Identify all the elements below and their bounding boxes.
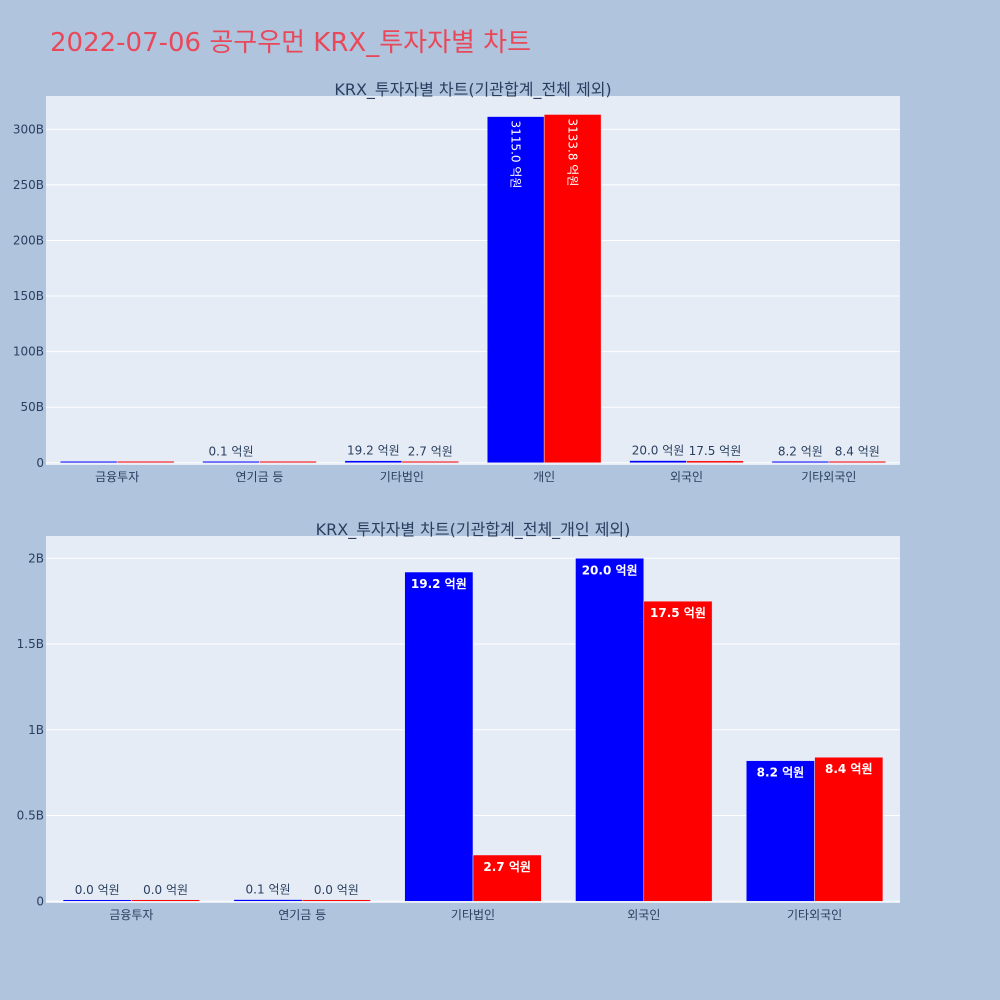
chart2-data-label: 0.1 억원 [246, 883, 291, 897]
chart2-data-label: 2.7 억원 [483, 860, 531, 874]
chart-main-title: 2022-07-06 공구우먼 KRX_투자자별 차트 [50, 28, 532, 58]
chart1-bar [771, 461, 830, 464]
chart1-x-tick-label: 연기금 등 [236, 470, 284, 484]
chart2-y-tick-label: 2B [28, 551, 44, 565]
chart1-data-label: 2.7 억원 [408, 444, 453, 458]
chart2-data-label: 8.2 억원 [757, 766, 805, 780]
chart2-x-tick-label: 기타외국인 [787, 908, 842, 922]
chart1-bar [629, 460, 687, 464]
chart1-bar [116, 461, 175, 464]
chart2-x-tick-label: 기타법인 [451, 908, 495, 922]
chart2-x-tick-label: 외국인 [627, 908, 660, 922]
chart1-bar [344, 460, 403, 464]
chart1-x-tick-label: 외국인 [670, 470, 703, 484]
chart1-x-tick-label: 개인 [533, 470, 555, 484]
chart2-y-tick-label: 1.5B [17, 637, 44, 651]
chart1-data-label: 8.2 억원 [778, 444, 823, 458]
chart1-bar [202, 461, 260, 464]
chart1-bar [401, 461, 460, 464]
chart2-bar [575, 558, 645, 902]
chart2-data-label: 8.4 억원 [825, 762, 873, 776]
chart2-bar [472, 854, 542, 902]
chart1-bar [543, 114, 602, 464]
chart2-data-label: 0.0 억원 [314, 883, 359, 897]
chart2-bar [404, 571, 474, 902]
chart1-title: KRX_투자자별 차트(기관합계_전체 제외) [334, 80, 611, 100]
chart1-data-label: 3133.8 억원 [566, 118, 580, 186]
chart1-y-tick-label: 50B [20, 400, 44, 414]
chart2-data-label: 0.0 억원 [75, 883, 120, 897]
chart1-data-label: 3115.0 억원 [509, 121, 523, 189]
chart1-bar [686, 460, 744, 464]
chart2-x-tick-label: 금융투자 [109, 908, 153, 922]
chart1-x-tick-label: 기타외국인 [801, 470, 856, 484]
chart2-bar [131, 899, 200, 902]
chart2-bar [62, 899, 132, 902]
chart1-bar [486, 116, 545, 464]
chart2-bar [643, 600, 713, 902]
chart2-bar [301, 899, 371, 902]
chart2-y-tick-label: 1B [28, 723, 44, 737]
chart1-data-label: 19.2 억원 [347, 444, 400, 458]
chart2-title: KRX_투자자별 차트(기관합계_전체_개인 제외) [316, 520, 631, 540]
chart1-data-label: 17.5 억원 [689, 444, 742, 458]
chart1-y-tick-label: 250B [13, 178, 44, 192]
chart2-data-label: 17.5 억원 [650, 606, 706, 620]
chart1-x-tick-label: 금융투자 [95, 470, 139, 484]
chart1-data-label: 8.4 억원 [835, 444, 880, 458]
chart1-bar [259, 461, 317, 464]
chart2-data-label: 0.0 억원 [143, 883, 188, 897]
chart1-plot-area [46, 96, 900, 465]
chart1-y-tick-label: 200B [13, 233, 44, 247]
chart2-data-label: 20.0 억원 [582, 563, 638, 577]
chart2-bar [746, 760, 815, 902]
chart2-x-tick-label: 연기금 등 [278, 908, 326, 922]
chart1-data-label: 20.0 억원 [632, 444, 685, 458]
chart2-bar [233, 899, 303, 902]
chart1-data-label: 0.1 억원 [209, 444, 254, 458]
chart1-x-tick-label: 기타법인 [380, 470, 424, 484]
chart1-bar [59, 461, 118, 464]
chart2-y-tick-label: 0 [36, 894, 44, 908]
chart2-data-label: 19.2 억원 [411, 577, 467, 591]
chart2-bar [814, 756, 884, 902]
chart1-y-tick-label: 150B [13, 289, 44, 303]
chart1-bar [828, 461, 887, 464]
chart1-y-tick-label: 100B [13, 345, 44, 359]
chart1-y-tick-label: 0 [36, 456, 44, 470]
chart2-y-tick-label: 0.5B [17, 809, 44, 823]
chart1-y-tick-label: 300B [13, 122, 44, 136]
